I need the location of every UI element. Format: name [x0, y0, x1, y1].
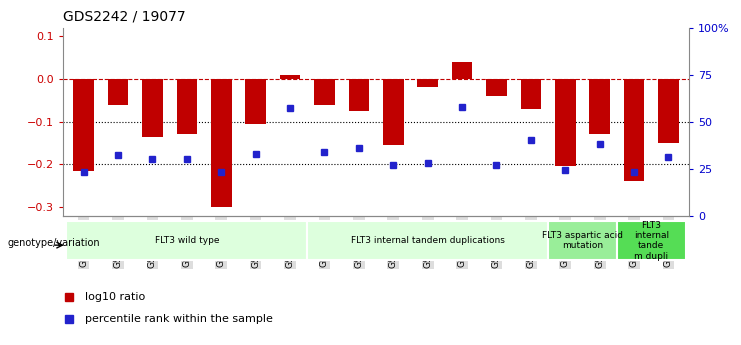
Bar [658, 79, 679, 143]
Bar [624, 79, 645, 181]
Bar [308, 221, 548, 260]
Bar [245, 79, 266, 124]
Bar [417, 79, 438, 87]
Bar [107, 79, 128, 105]
Bar [142, 79, 163, 137]
Text: FLT3
internal
tande
m dupli: FLT3 internal tande m dupli [634, 220, 669, 261]
Bar [555, 79, 576, 167]
Bar [520, 79, 541, 109]
Bar [589, 79, 610, 135]
Text: FLT3 wild type: FLT3 wild type [155, 236, 219, 245]
Text: percentile rank within the sample: percentile rank within the sample [84, 314, 273, 324]
Bar [452, 62, 472, 79]
Bar [383, 79, 404, 145]
Bar [176, 79, 197, 135]
Bar [211, 79, 231, 207]
Bar [73, 79, 94, 171]
Bar [348, 79, 369, 111]
Bar [548, 221, 617, 260]
Bar [486, 79, 507, 96]
Text: log10 ratio: log10 ratio [84, 293, 145, 302]
Text: genotype/variation: genotype/variation [7, 238, 100, 248]
Bar [67, 221, 308, 260]
Bar [617, 221, 685, 260]
Text: GDS2242 / 19077: GDS2242 / 19077 [63, 10, 185, 24]
Text: FLT3 internal tandem duplications: FLT3 internal tandem duplications [350, 236, 505, 245]
Text: FLT3 aspartic acid
mutation: FLT3 aspartic acid mutation [542, 231, 623, 250]
Bar [279, 75, 300, 79]
Bar [314, 79, 335, 105]
